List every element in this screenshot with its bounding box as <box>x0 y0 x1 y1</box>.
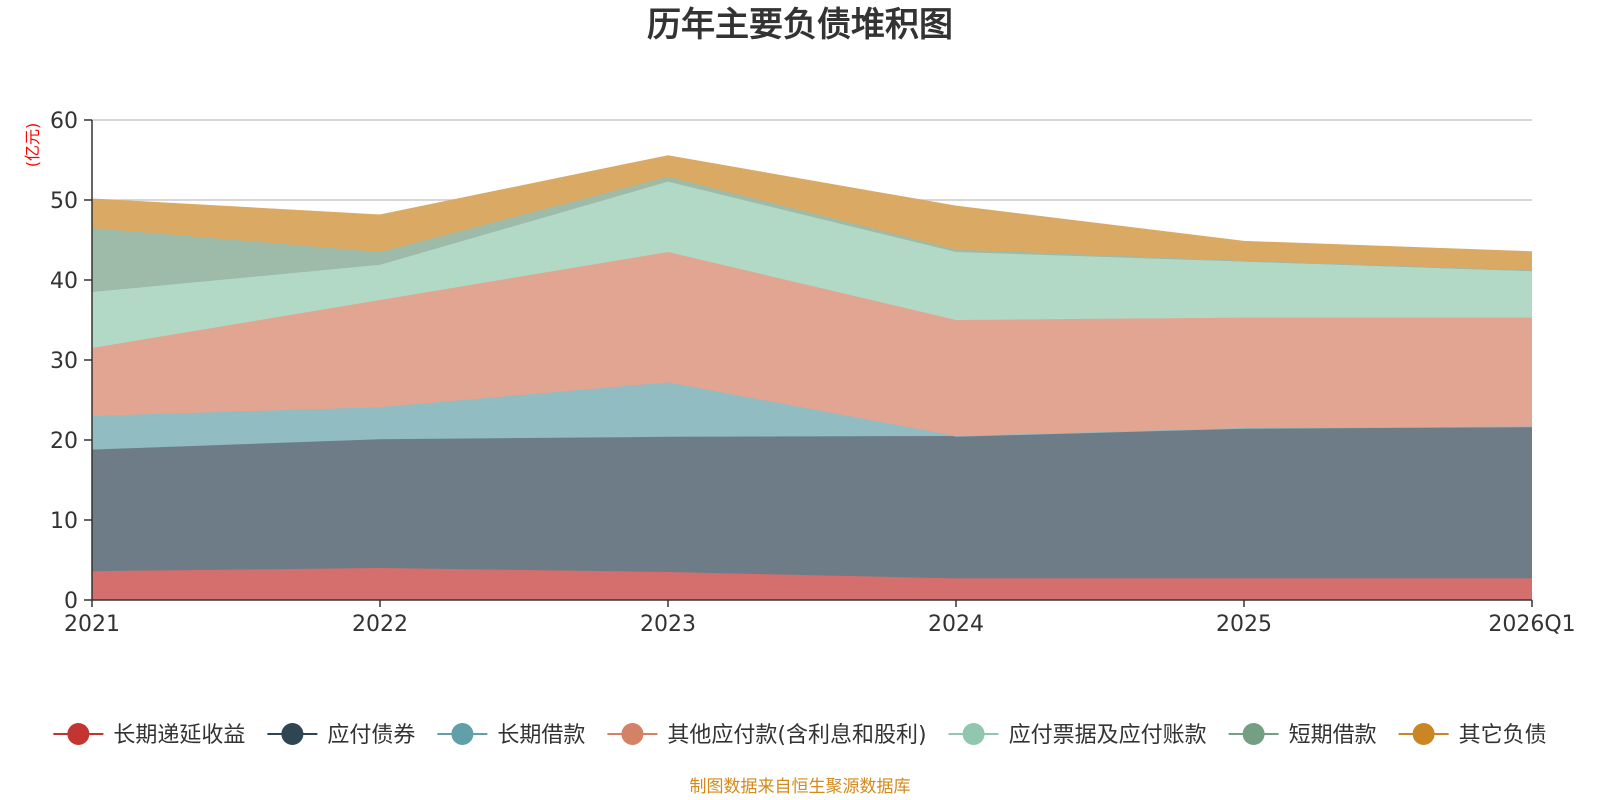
y-tick-label: 10 <box>50 509 78 534</box>
legend-item-7[interactable]: 其它负债 <box>1398 723 1547 748</box>
y-tick-label: 40 <box>50 269 78 294</box>
y-tick-label: 20 <box>50 429 78 454</box>
legend-item-2[interactable]: 应付债券 <box>267 723 415 748</box>
legend-label: 其它负债 <box>1459 723 1547 748</box>
legend-item-5[interactable]: 应付票据及应付账款 <box>948 723 1207 748</box>
legend-item-6[interactable]: 短期借款 <box>1228 723 1377 748</box>
legend-marker <box>281 723 304 745</box>
chart-title: 历年主要负债堆积图 <box>647 5 953 45</box>
y-tick-label: 0 <box>64 589 78 614</box>
legend-marker <box>451 723 474 745</box>
legend-marker <box>1242 723 1265 745</box>
x-tick-label: 2024 <box>928 612 984 637</box>
legend-label: 长期递延收益 <box>113 723 245 748</box>
y-axis-unit-label: (亿元) <box>23 123 42 168</box>
area-series-2 <box>92 426 1532 579</box>
legend-label: 其他应付款(含利息和股利) <box>667 723 926 748</box>
x-tick-label: 2025 <box>1216 612 1272 637</box>
legend-item-1[interactable]: 长期递延收益 <box>53 723 245 748</box>
y-tick-label: 60 <box>50 109 78 134</box>
legend: 长期递延收益 应付债券 长期借款 其他应付款(含利息和股利) 应付票据及应付账款 短期借款… <box>53 723 1547 748</box>
legend-item-3[interactable]: 长期借款 <box>437 723 585 748</box>
x-tick-label: 2022 <box>352 612 408 637</box>
area-series-1 <box>92 568 1532 600</box>
legend-marker <box>1412 723 1435 745</box>
area-series-5 <box>92 181 1532 348</box>
axes: 0 10 20 30 40 50 60 2021 2022 2023 2024 2025 2026Q1 <box>50 109 1576 637</box>
y-tick-label: 50 <box>50 189 78 214</box>
x-tick-label: 2023 <box>640 612 696 637</box>
x-tick-label: 2021 <box>64 612 120 637</box>
area-series-7 <box>92 156 1532 271</box>
source-note: 制图数据来自恒生聚源数据库 <box>690 777 911 797</box>
x-tick-label: 2026Q1 <box>1488 612 1575 637</box>
legend-marker <box>67 723 90 745</box>
legend-marker <box>962 723 985 745</box>
series-line-7 <box>91 155 1533 253</box>
legend-label: 短期借款 <box>1289 723 1377 748</box>
y-tick-label: 30 <box>50 349 78 374</box>
legend-item-4[interactable]: 其他应付款(含利息和股利) <box>607 723 927 748</box>
area-series-4 <box>92 252 1532 436</box>
legend-label: 应付债券 <box>327 723 415 748</box>
area-series-group <box>91 155 1533 600</box>
legend-label: 应付票据及应付账款 <box>1009 723 1207 748</box>
area-series-3 <box>92 382 1532 450</box>
legend-marker <box>621 723 644 745</box>
legend-label: 长期借款 <box>497 723 585 748</box>
